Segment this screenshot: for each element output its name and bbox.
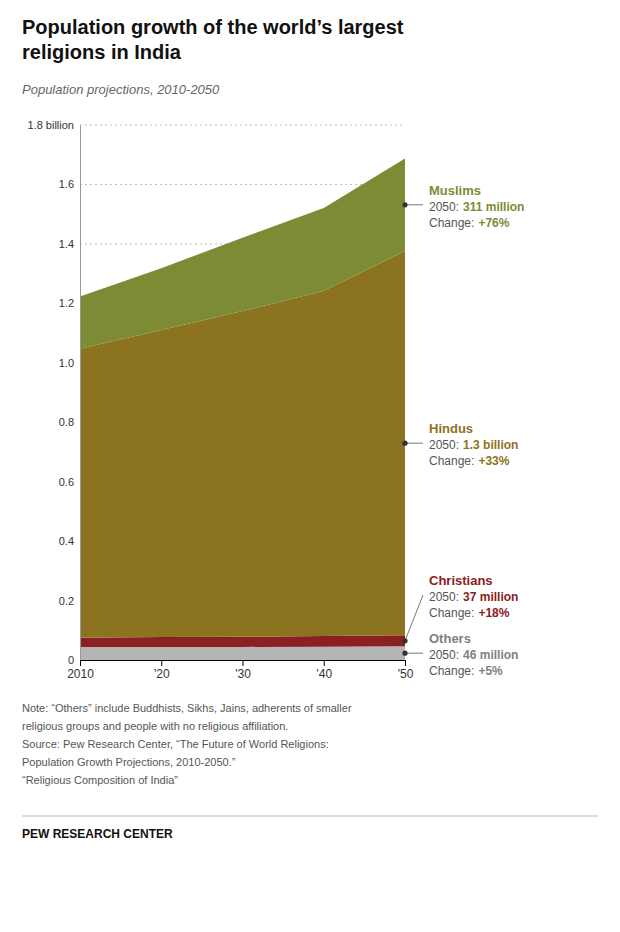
annotation-dot bbox=[402, 638, 407, 643]
x-tick-label: 2010 bbox=[67, 667, 94, 681]
annotation-change: +33% bbox=[478, 454, 509, 468]
y-tick: 1.6 bbox=[59, 178, 80, 190]
y-tick: 0.4 bbox=[59, 535, 80, 547]
x-tick-mark bbox=[80, 660, 81, 666]
annotation-label: Christians bbox=[429, 573, 493, 588]
y-tick: 1.2 bbox=[59, 297, 80, 309]
y-tick-label: 0.6 bbox=[59, 476, 74, 488]
note: “Religious Composition of India” bbox=[22, 774, 178, 786]
y-tick: 0.2 bbox=[59, 595, 80, 607]
y-tick-label: 1.2 bbox=[59, 297, 74, 309]
annotation-label: Muslims bbox=[429, 183, 481, 198]
note: Population Growth Projections, 2010-2050… bbox=[22, 756, 236, 768]
x-tick: '40 bbox=[316, 660, 332, 681]
y-tick-label: 1.0 bbox=[59, 357, 74, 369]
annotation-dot bbox=[402, 651, 407, 656]
annotation-value: 311 million bbox=[463, 200, 524, 214]
chart-svg: Population growth of the world’s largest… bbox=[0, 0, 620, 932]
annotation-dot bbox=[402, 202, 407, 207]
y-tick: 1.4 bbox=[59, 238, 80, 250]
note: Source: Pew Research Center, “The Future… bbox=[22, 738, 329, 750]
y-tick-label: 0.8 bbox=[59, 416, 74, 428]
y-tick-label: 1.4 bbox=[59, 238, 74, 250]
annotation-change: +5% bbox=[478, 664, 503, 678]
x-tick-mark bbox=[243, 660, 244, 666]
x-axis-line bbox=[81, 661, 406, 667]
annotation-prefix: Change: bbox=[429, 216, 474, 230]
x-tick-mark bbox=[324, 660, 325, 666]
grid-line bbox=[80, 125, 405, 126]
annotation-leader bbox=[405, 204, 423, 205]
y-tick: 0 bbox=[68, 654, 80, 666]
grid-line bbox=[80, 184, 405, 185]
y-tick: 0.8 bbox=[59, 416, 80, 428]
x-tick-label: '40 bbox=[316, 667, 332, 681]
area bbox=[80, 646, 405, 660]
x-tick: '30 bbox=[235, 660, 251, 681]
area bbox=[80, 159, 405, 349]
annotation-prefix: 2050: bbox=[429, 648, 459, 662]
x-tick: 2010 bbox=[67, 660, 94, 681]
annotation-label: Others bbox=[429, 631, 471, 646]
title: religions in India bbox=[22, 41, 182, 63]
x-tick-label: '20 bbox=[154, 667, 170, 681]
y-axis-line bbox=[80, 126, 81, 661]
y-tick-label: 1.8 billion bbox=[28, 119, 74, 131]
title: Population growth of the world’s largest bbox=[22, 16, 404, 38]
x-tick-mark bbox=[161, 660, 162, 666]
y-tick-label: 0 bbox=[68, 654, 74, 666]
x-tick: '50 bbox=[398, 660, 414, 681]
annotation-leader bbox=[405, 595, 423, 641]
y-tick: 1.8 billion bbox=[28, 119, 80, 131]
plot-area bbox=[80, 159, 405, 660]
annotation-prefix: Change: bbox=[429, 606, 474, 620]
annotation-label: Hindus bbox=[429, 421, 473, 436]
annotation-prefix: 2050: bbox=[429, 590, 459, 604]
annotation-leader bbox=[405, 653, 423, 654]
x-tick-label: '50 bbox=[398, 667, 414, 681]
annotation-prefix: Change: bbox=[429, 664, 474, 678]
annotation-value: 1.3 billion bbox=[463, 438, 518, 452]
annotation-dot bbox=[402, 441, 407, 446]
annotation-prefix: Change: bbox=[429, 454, 474, 468]
x-tick: '20 bbox=[154, 660, 170, 681]
annotation-value: 37 million bbox=[463, 590, 518, 604]
y-tick: 1.0 bbox=[59, 357, 80, 369]
separator bbox=[22, 816, 598, 817]
annotation-value: 46 million bbox=[463, 648, 518, 662]
note: religious groups and people with no reli… bbox=[22, 720, 288, 732]
y-tick-label: 0.2 bbox=[59, 595, 74, 607]
annotation-prefix: 2050: bbox=[429, 200, 459, 214]
annotation-prefix: 2050: bbox=[429, 438, 459, 452]
y-tick-label: 0.4 bbox=[59, 535, 74, 547]
annotation-leader bbox=[405, 443, 423, 444]
x-tick-mark bbox=[405, 660, 406, 666]
x-tick-label: '30 bbox=[235, 667, 251, 681]
y-tick-label: 1.6 bbox=[59, 178, 74, 190]
subtitle: Population projections, 2010-2050 bbox=[22, 82, 220, 97]
y-axis: 0 0.2 0.4 0.6 0.8 1.0 1.2 1.4 1.6 1.8 billion bbox=[28, 119, 81, 666]
x-axis: 2010 '20 '30 '40 '50 bbox=[67, 660, 413, 681]
annotation-change: +18% bbox=[478, 606, 509, 620]
source: PEW RESEARCH CENTER bbox=[22, 827, 173, 841]
annotation-change: +76% bbox=[478, 216, 509, 230]
y-tick: 0.6 bbox=[59, 476, 80, 488]
grid bbox=[80, 125, 405, 660]
note: Note: “Others” include Buddhists, Sikhs,… bbox=[22, 702, 352, 714]
annotations: Others 2050: 46 million Change: +5% Christian… bbox=[402, 183, 524, 678]
